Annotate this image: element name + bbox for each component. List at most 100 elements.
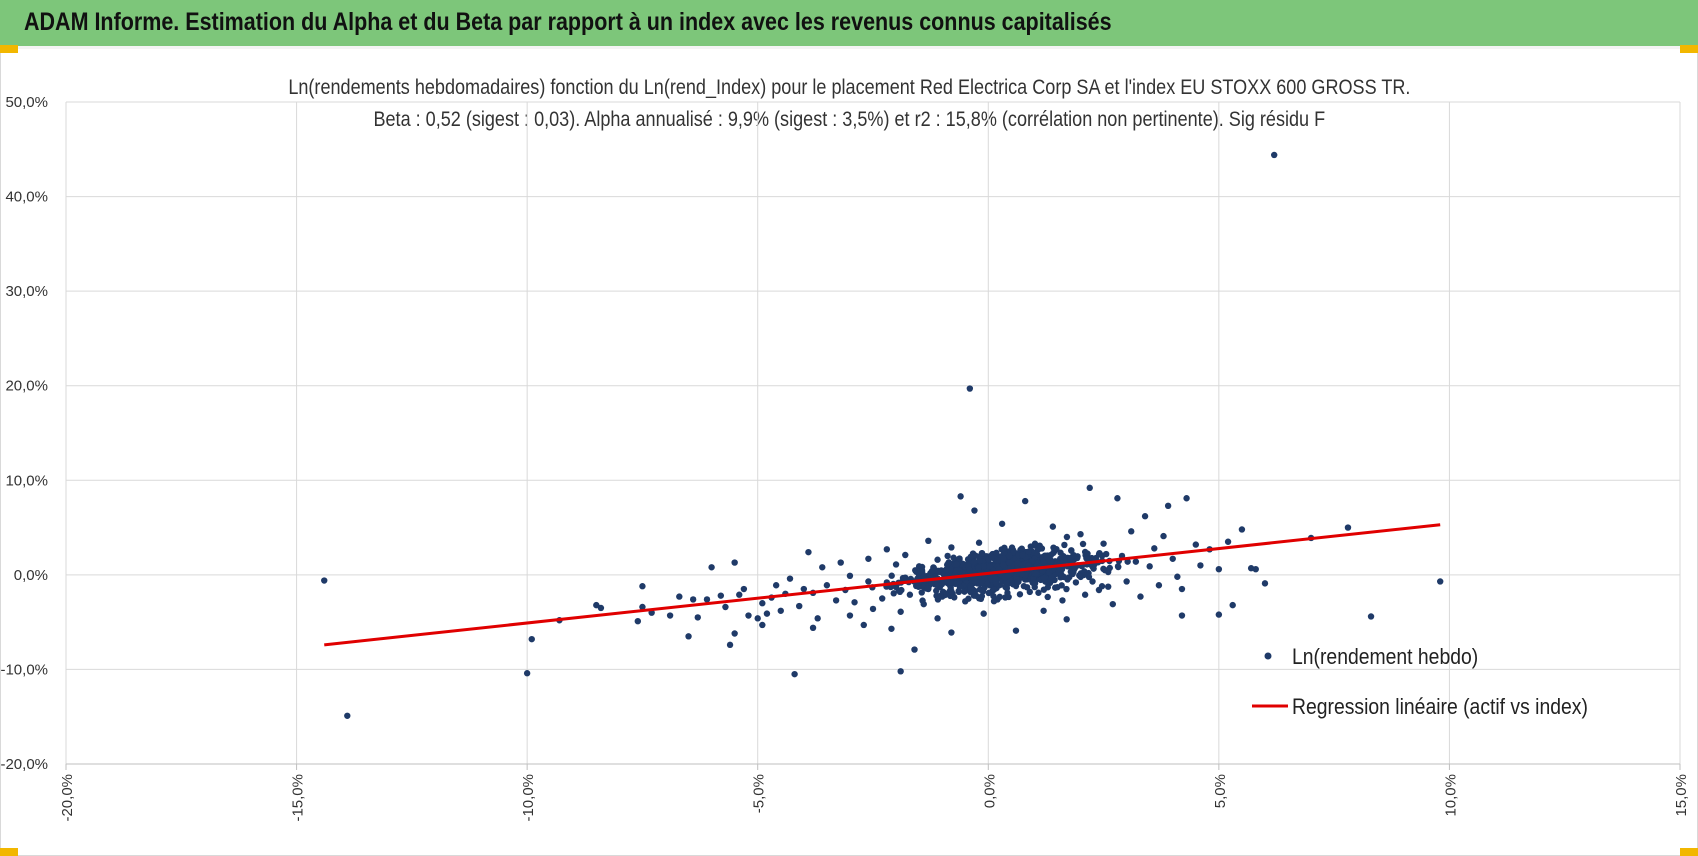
scatter-point [1151,545,1158,552]
scatter-point [1164,502,1172,510]
scatter-point [685,633,692,640]
chart-title-line-1-text: Ln(rendements hebdomadaires) fonction du… [287,76,1411,99]
scatter-point [722,603,729,611]
scatter-point [1178,585,1186,593]
scatter-point [1437,578,1444,585]
scatter-point [832,597,840,604]
scatter-point [899,574,907,582]
scatter-point [929,567,936,574]
scatter-point [1040,559,1047,566]
scatter-point [948,544,955,551]
scatter-point [996,593,1003,601]
scatter-point [979,588,987,595]
scatter-point [1061,541,1068,549]
scatter-point [1085,573,1093,581]
scatter-point [1128,528,1135,535]
scatter-point [1261,580,1269,587]
scatter-point [694,614,701,621]
scatter-point [957,493,964,500]
scatter-point [1072,579,1080,586]
scatter-point [731,559,738,566]
scatter-point [965,595,972,602]
scatter-point [966,566,973,574]
scatter-point [915,583,922,590]
y-tick-label: 40,0% [5,189,48,206]
scatter-point [1014,560,1022,567]
scatter-point [597,604,605,612]
x-tick-label: 5,0% [1212,774,1229,808]
scatter-point [1114,495,1121,502]
x-tick-label: 15,0% [1673,774,1690,817]
scatter-point [1032,570,1040,577]
scatter-point [1040,586,1048,593]
scatter-point [1058,582,1065,589]
scatter-point [528,635,535,643]
scatter-point [1046,557,1054,564]
scatter-point [1083,555,1090,562]
scatter-point [1174,573,1181,580]
scatter-point [717,592,725,599]
scatter-point [1270,151,1278,159]
scatter-point [676,593,683,600]
scatter-point [1077,530,1084,538]
scatter-point [975,539,983,546]
scatter-point [980,610,987,617]
scatter-point [1224,538,1232,545]
scatter-point [846,572,854,580]
scatter-point [791,670,798,678]
corner-marker-top-right [1680,45,1698,53]
y-tick-label: -20,0% [0,756,48,773]
scatter-point [1000,555,1007,562]
scatter-point [943,590,950,598]
scatter-point [1052,584,1059,591]
scatter-point [639,603,646,611]
scatter-point [950,554,957,561]
scatter-point [1014,578,1021,586]
scatter-point [917,568,924,575]
scatter-point [976,557,983,565]
scatter-point [777,607,784,614]
scatter-point [994,557,1001,564]
scatter-point [1057,549,1064,556]
scatter-point [1038,545,1046,552]
scatter-point [814,615,821,622]
scatter-point [689,596,697,603]
scatter-point [1012,627,1020,634]
scatter-point [1197,562,1204,569]
scatter-point [1104,583,1112,590]
scatter-point [1004,572,1012,579]
scatter-point [1053,545,1060,553]
scatter-point [1047,551,1055,559]
scatter-point [980,563,987,570]
scatter-point [1059,597,1066,604]
scatter-point [1018,545,1025,552]
scatter-point [919,597,926,604]
scatter-point [805,548,812,556]
y-tick-label: -10,0% [0,661,48,678]
scatter-point [846,612,854,619]
scatter-point [639,583,646,590]
scatter-point [971,507,978,514]
scatter-point [708,564,715,571]
scatter-point [1042,553,1050,560]
scatter-point [990,597,998,605]
scatter-point [944,552,951,560]
y-tick-label: 50,0% [5,94,48,111]
scatter-point [948,587,955,595]
chart-title-line-2-text: Beta : 0,52 (sigest : 0,03). Alpha annua… [373,108,1325,131]
report-header: ADAM Informe. Estimation du Alpha et du … [0,0,1698,49]
scatter-point [970,558,978,566]
scatter-point [934,615,941,622]
scatter-point [945,559,952,567]
scatter-point [1160,532,1167,540]
scatter-point [800,585,808,593]
scatter-point [1367,613,1375,620]
scatter-point [975,564,982,571]
chart-title-line-1: Ln(rendements hebdomadaires) fonction du… [0,76,1698,100]
scatter-point [918,589,925,596]
scatter-point [888,625,895,632]
scatter-point [1141,513,1149,520]
scatter-point [1100,540,1107,547]
